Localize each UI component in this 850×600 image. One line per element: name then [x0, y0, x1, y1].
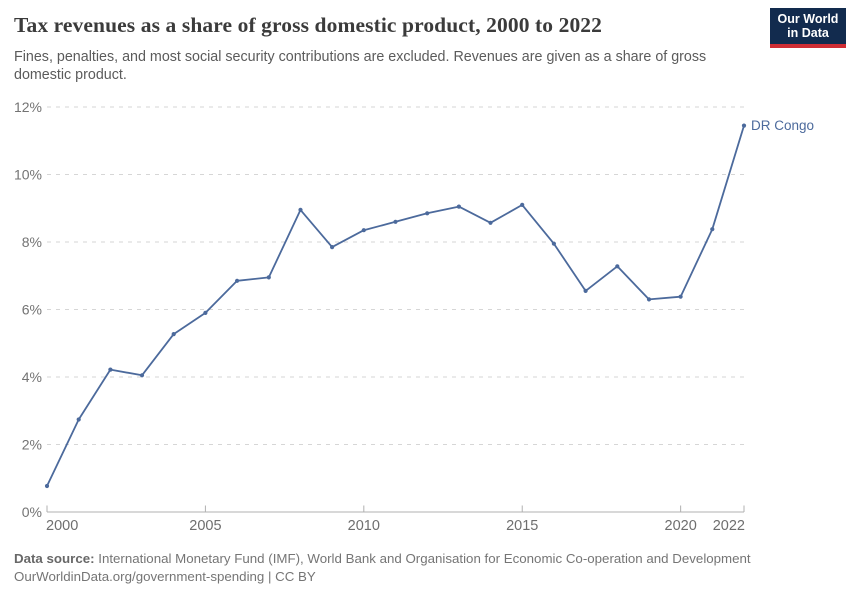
series-line[interactable]: [46, 124, 745, 487]
y-tick-label: 10%: [14, 167, 42, 183]
data-point[interactable]: [171, 332, 176, 337]
x-tick-label: 2000: [46, 518, 78, 534]
data-point[interactable]: [393, 219, 398, 224]
x-tick-label: 2005: [189, 518, 221, 534]
data-source-label: Data source:: [14, 551, 95, 566]
footer-separator: |: [264, 569, 276, 584]
y-tick-label: 4%: [22, 369, 42, 385]
data-point[interactable]: [551, 241, 557, 246]
data-point[interactable]: [361, 228, 366, 233]
data-point[interactable]: [139, 373, 145, 378]
data-point[interactable]: [488, 220, 493, 225]
owid-logo-line2: in Data: [787, 26, 829, 40]
data-point[interactable]: [44, 483, 50, 489]
data-point[interactable]: [678, 294, 683, 299]
x-tick-label: 2015: [506, 518, 538, 534]
page-title: Tax revenues as a share of gross domesti…: [14, 13, 603, 37]
data-point[interactable]: [615, 264, 620, 269]
x-tick-label: 2020: [665, 518, 697, 534]
data-point[interactable]: [741, 123, 747, 128]
data-point[interactable]: [456, 204, 461, 209]
license-label[interactable]: CC BY: [275, 569, 316, 584]
data-point[interactable]: [298, 207, 303, 212]
owid-logo[interactable]: Our World in Data: [770, 8, 846, 48]
y-tick-label: 8%: [22, 234, 42, 250]
data-point[interactable]: [520, 202, 525, 207]
x-tick-label: 2022: [713, 518, 745, 534]
data-point[interactable]: [710, 227, 715, 232]
data-point[interactable]: [646, 297, 652, 302]
x-tick-label: 2010: [348, 518, 380, 534]
owid-logo-line1: Our World: [777, 11, 839, 26]
owid-url-link[interactable]: OurWorldinData.org/government-spending: [14, 569, 265, 584]
chart-footer: Data source: International Monetary Fund…: [14, 550, 751, 586]
y-tick-label: 6%: [22, 302, 42, 318]
chart-subtitle: Fines, penalties, and most social securi…: [14, 49, 707, 83]
data-point[interactable]: [203, 310, 208, 315]
data-point[interactable]: [76, 417, 81, 422]
data-point[interactable]: [235, 278, 240, 283]
y-tick-label: 0%: [22, 504, 42, 520]
data-point[interactable]: [266, 275, 271, 280]
y-tick-label: 2%: [22, 437, 42, 453]
data-point[interactable]: [108, 367, 113, 372]
data-point[interactable]: [330, 245, 335, 250]
y-tick-label: 12%: [14, 99, 42, 115]
series-label[interactable]: DR Congo: [751, 118, 814, 133]
data-source-text: International Monetary Fund (IMF), World…: [94, 551, 751, 566]
data-point[interactable]: [583, 288, 588, 293]
data-point[interactable]: [425, 211, 430, 216]
